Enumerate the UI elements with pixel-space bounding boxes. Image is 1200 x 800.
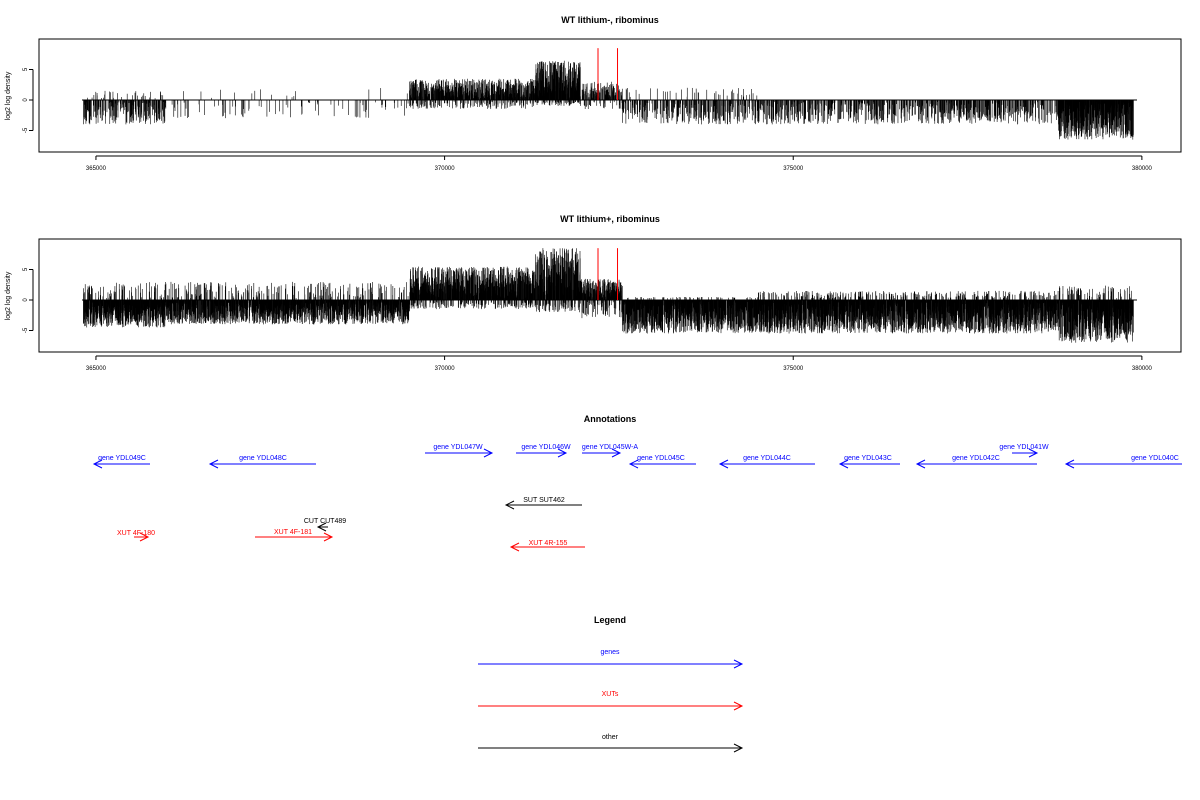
y-tick-label: 5 — [23, 67, 29, 71]
panel-2-ylabel: log2 log density — [5, 271, 12, 320]
x-tick-label: 375000 — [783, 166, 804, 172]
x-tick-label: 365000 — [86, 166, 107, 172]
x-tick-label: 370000 — [435, 166, 456, 172]
panel-1-ylabel: log2 log density — [5, 71, 12, 120]
panel-2-title: WT lithium+, ribominus — [560, 214, 660, 224]
panel-2-frame — [38, 238, 1182, 353]
y-tick-label: 0 — [23, 98, 29, 102]
panel-1-title: WT lithium-, ribominus — [561, 15, 659, 25]
panel-1-frame — [38, 38, 1182, 153]
y-tick-label: -5 — [23, 127, 29, 133]
panel-2-bars — [82, 248, 1137, 343]
panel-lithium-minus: WT lithium-, ribominus log2 log density … — [5, 15, 1182, 172]
panel-lithium-plus: WT lithium+, ribominus log2 log density … — [5, 214, 1182, 372]
x-tick-label: 380000 — [1132, 166, 1153, 172]
panel-1-bars — [82, 48, 1137, 140]
panel-1-axes: 365000 370000 375000 380000 -5 0 5 — [23, 67, 1153, 172]
